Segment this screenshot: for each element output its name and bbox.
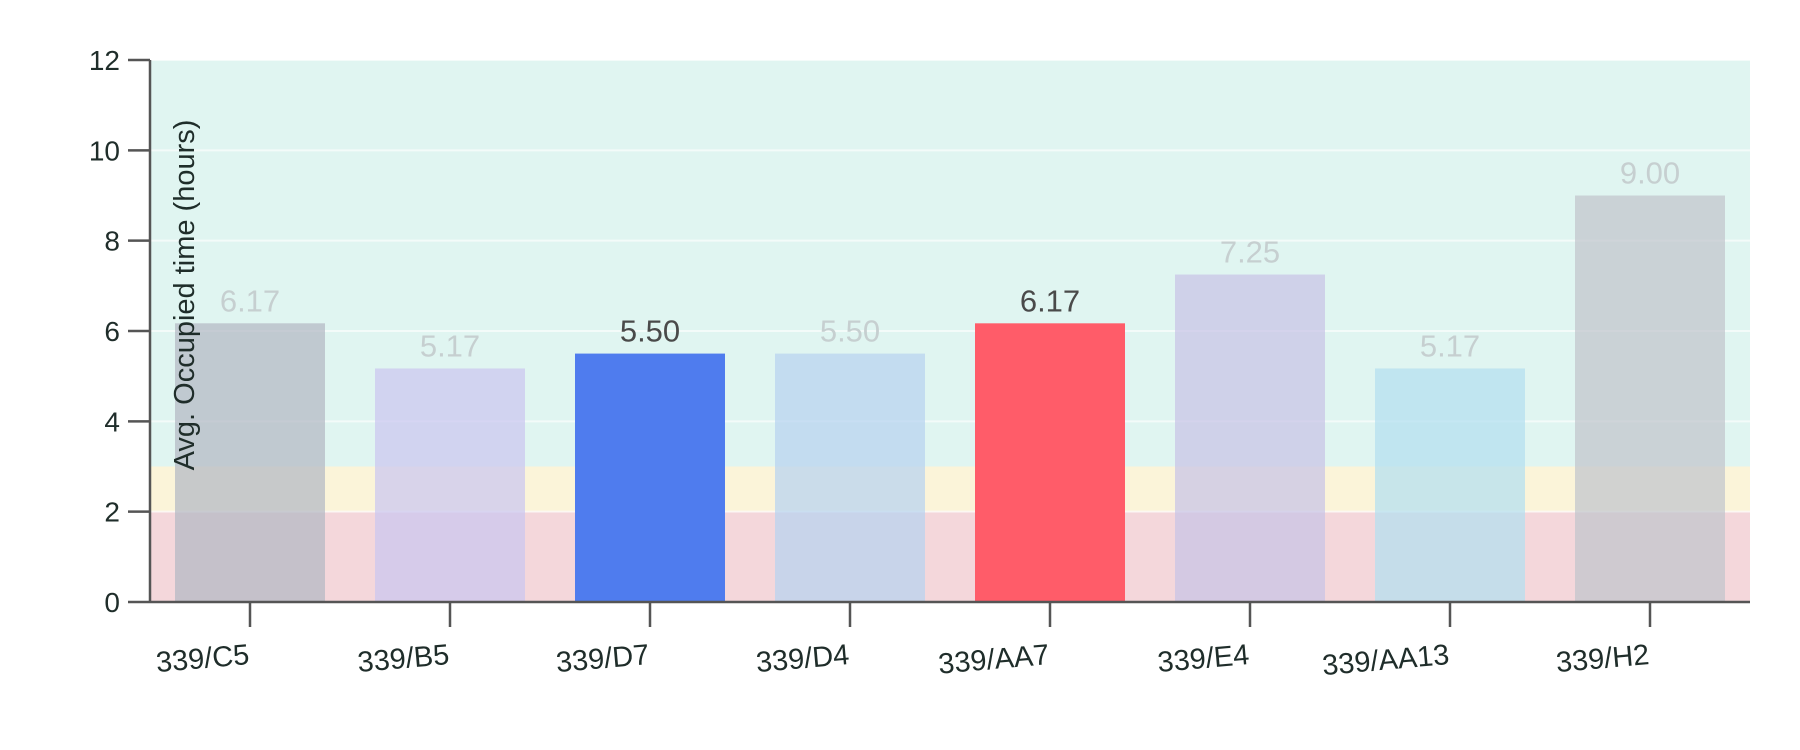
bar-value-label: 7.25 bbox=[1220, 235, 1280, 270]
bar-339/AA7 bbox=[975, 323, 1125, 602]
bar-339/B5 bbox=[375, 368, 525, 602]
x-tick-label: 339/D4 bbox=[755, 639, 851, 679]
bar-value-label: 5.17 bbox=[420, 328, 480, 363]
bar-value-label: 6.17 bbox=[220, 283, 280, 318]
bar-value-labels: 6.17 5.17 5.50 5.50 6.17 7.25 5.17 9.00 bbox=[220, 156, 1680, 364]
x-tick-label: 339/C5 bbox=[155, 639, 251, 679]
x-tick-label: 339/AA13 bbox=[1321, 639, 1451, 682]
y-tick-label: 2 bbox=[104, 497, 120, 528]
bar-339/D4 bbox=[775, 353, 925, 602]
y-axis-title: Avg. Occupied time (hours) bbox=[169, 120, 201, 471]
x-axis-ticks: 339/C5 339/B5 339/D7 339/D4 339/AA7 339/E4 339… bbox=[155, 602, 1652, 682]
y-tick-label: 8 bbox=[104, 226, 120, 257]
y-tick-label: 10 bbox=[89, 135, 120, 166]
y-tick-label: 12 bbox=[89, 45, 120, 76]
x-tick-label: 339/B5 bbox=[356, 639, 450, 679]
x-tick-label: 339/AA7 bbox=[937, 639, 1051, 681]
bar-339/AA13 bbox=[1375, 368, 1525, 602]
bar-value-label: 5.50 bbox=[620, 314, 680, 349]
y-tick-label: 0 bbox=[104, 587, 120, 618]
bar-value-label: 5.17 bbox=[1420, 328, 1480, 363]
y-tick-label: 6 bbox=[104, 316, 120, 347]
bar-339/E4 bbox=[1175, 274, 1325, 602]
bars bbox=[175, 195, 1725, 602]
bar-339/H2 bbox=[1575, 195, 1725, 602]
y-axis-ticks: 0 2 4 6 8 10 12 bbox=[89, 45, 150, 618]
bar-339/D7 bbox=[575, 353, 725, 602]
x-tick-label: 339/H2 bbox=[1555, 639, 1651, 679]
x-tick-label: 339/E4 bbox=[1156, 639, 1250, 679]
y-tick-label: 4 bbox=[104, 406, 120, 437]
x-tick-label: 339/D7 bbox=[555, 639, 651, 679]
bar-value-label: 9.00 bbox=[1620, 156, 1680, 191]
bar-339/C5 bbox=[175, 323, 325, 602]
bar-value-label: 6.17 bbox=[1020, 283, 1080, 318]
bar-value-label: 5.50 bbox=[820, 314, 880, 349]
